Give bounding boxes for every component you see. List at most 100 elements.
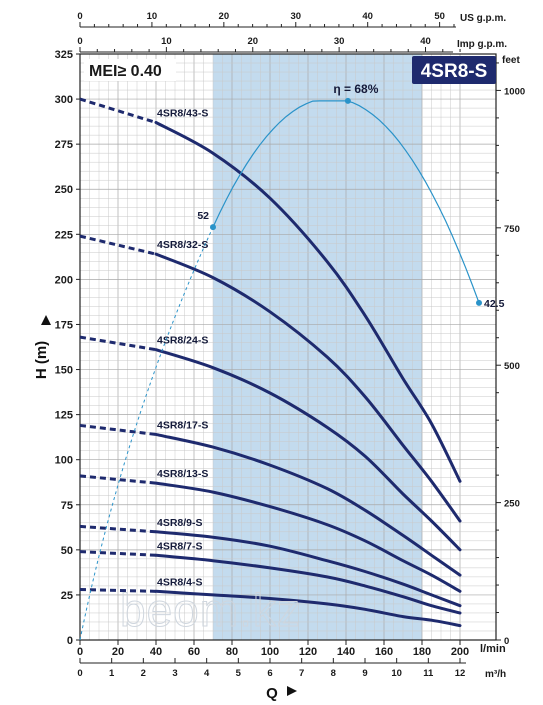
y-tick-label: 100 [55, 455, 73, 467]
us-gpm-tick-label: 40 [362, 11, 373, 22]
x-tick-label: 200 [451, 646, 469, 658]
efficiency-marker [476, 299, 482, 306]
imp-gpm-tick-label: 40 [420, 36, 431, 47]
x-tick-label: 20 [112, 646, 124, 658]
pump-curve-4sr8-43-s: 4SR8/43-S [79, 97, 462, 483]
y-tick-label: 50 [61, 545, 73, 557]
m3h-tick-label: 11 [423, 668, 434, 679]
m3h-tick-label: 12 [455, 668, 466, 679]
us-gpm-tick-label: 50 [434, 11, 445, 22]
y-tick-label: 275 [55, 139, 73, 151]
y-tick-label: 325 [55, 49, 73, 61]
curve-dashed-segment [79, 588, 157, 593]
curve-line [154, 432, 462, 577]
feet-tick-label: 250 [504, 499, 520, 510]
m3h-tick-label: 7 [299, 668, 304, 679]
y-axis-arrow-icon [41, 315, 51, 325]
m3h-tick-label: 5 [236, 668, 242, 679]
x-tick-label: 120 [299, 646, 317, 658]
pump-curve-4sr8-17-s: 4SR8/17-S [79, 419, 462, 577]
efficiency-curve: 52 42.5 η = 68% [79, 82, 505, 641]
x-axis-arrow-icon [287, 686, 297, 696]
x-tick-label: 160 [375, 646, 393, 658]
pump-curve-4sr8-32-s: 4SR8/32-S [79, 234, 462, 523]
chart-title-box [412, 56, 496, 84]
watermark: beom.kz [120, 584, 301, 636]
m3h-tick-label: 0 [77, 668, 82, 679]
y-tick-label: 0 [67, 635, 73, 647]
curve-label: 4SR8/9-S [157, 517, 203, 529]
feet-tick-label: 500 [504, 361, 520, 372]
y-axis-title: H (m) [33, 341, 50, 379]
feet-tick-label: 750 [504, 224, 520, 235]
us-gpm-tick-label: 10 [147, 11, 158, 22]
mei-badge: MEI≥ 0.40 [89, 63, 162, 80]
curve-dashed-segment [79, 97, 157, 124]
y-tick-label: 225 [55, 229, 73, 241]
curve-line [154, 348, 462, 552]
efficiency-point-label: 42.5 [484, 298, 505, 310]
imp-gpm-tick-label: 10 [161, 36, 172, 47]
m3h-tick-label: 2 [141, 668, 146, 679]
x-tick-label: 60 [188, 646, 200, 658]
curve-label: 4SR8/32-S [157, 239, 208, 251]
us-gpm-tick-label: 30 [290, 11, 301, 22]
pump-curve-4sr8-9-s: 4SR8/9-S [79, 517, 462, 608]
curve-dashed-segment [79, 423, 157, 436]
imp-gpm-tick-label: 20 [247, 36, 258, 47]
curve-dashed-segment [79, 335, 157, 352]
m3h-tick-label: 10 [391, 668, 402, 679]
feet-tick-label: 0 [504, 636, 509, 647]
unit-m3h: m³/h [485, 669, 506, 680]
y-tick-label: 150 [55, 365, 73, 377]
unit-imp-gpm: Imp g.p.m. [457, 39, 507, 50]
unit-us-gpm: US g.p.m. [460, 13, 506, 24]
x-axis-title: Q [266, 685, 278, 702]
efficiency-peak-label: η = 68% [333, 82, 378, 96]
x-tick-label: 100 [261, 646, 279, 658]
y-tick-label: 200 [55, 274, 73, 286]
efficiency-marker [344, 97, 351, 104]
pump-curve-4sr8-24-s: 4SR8/24-S [79, 335, 462, 552]
curve-label: 4SR8/13-S [157, 468, 208, 480]
curve-dashed-segment [79, 234, 157, 256]
curve-dashed-segment [79, 474, 157, 485]
y-tick-label: 250 [55, 184, 73, 196]
curve-label: 4SR8/24-S [157, 335, 208, 347]
curve-line [154, 121, 462, 483]
curve-label: 4SR8/43-S [157, 108, 208, 120]
curve-line [154, 252, 462, 523]
curve-line [154, 553, 462, 615]
plot-border [79, 53, 497, 641]
unit-lmin: l/min [480, 643, 506, 655]
curve-label: 4SR8/7-S [157, 540, 203, 552]
m3h-tick-label: 6 [267, 668, 272, 679]
efficiency-point-label: 52 [197, 210, 209, 222]
y-tick-label: 25 [61, 590, 73, 602]
x-tick-label: 0 [77, 646, 83, 658]
unit-feet: feet [502, 55, 520, 66]
x-tick-label: 140 [337, 646, 355, 658]
y-tick-label: 300 [55, 94, 73, 106]
plot-frame [79, 53, 497, 641]
curve-line [154, 589, 462, 628]
y-tick-label: 125 [55, 410, 73, 422]
efficiency-dashed [79, 226, 214, 641]
curve-label: 4SR8/17-S [157, 419, 208, 431]
y-tick-label: 75 [61, 500, 73, 512]
pump-curves: 4SR8/43-S 4SR8/32-S 4SR8/24-S 4SR8/17-S 4SR8… [79, 97, 462, 628]
us-gpm-tick-label: 0 [77, 11, 82, 22]
chart-title: 4SR8-S [421, 61, 488, 82]
x-tick-label: 40 [150, 646, 162, 658]
m3h-tick-label: 8 [331, 668, 336, 679]
m3h-tick-label: 1 [109, 668, 115, 679]
feet-tick-label: 1000 [504, 86, 525, 97]
m3h-tick-label: 3 [172, 668, 177, 679]
imp-gpm-tick-label: 30 [334, 36, 345, 47]
m3h-tick-label: 9 [362, 668, 367, 679]
m3h-tick-label: 4 [204, 668, 210, 679]
x-tick-label: 80 [226, 646, 238, 658]
efficiency-marker [210, 224, 216, 231]
